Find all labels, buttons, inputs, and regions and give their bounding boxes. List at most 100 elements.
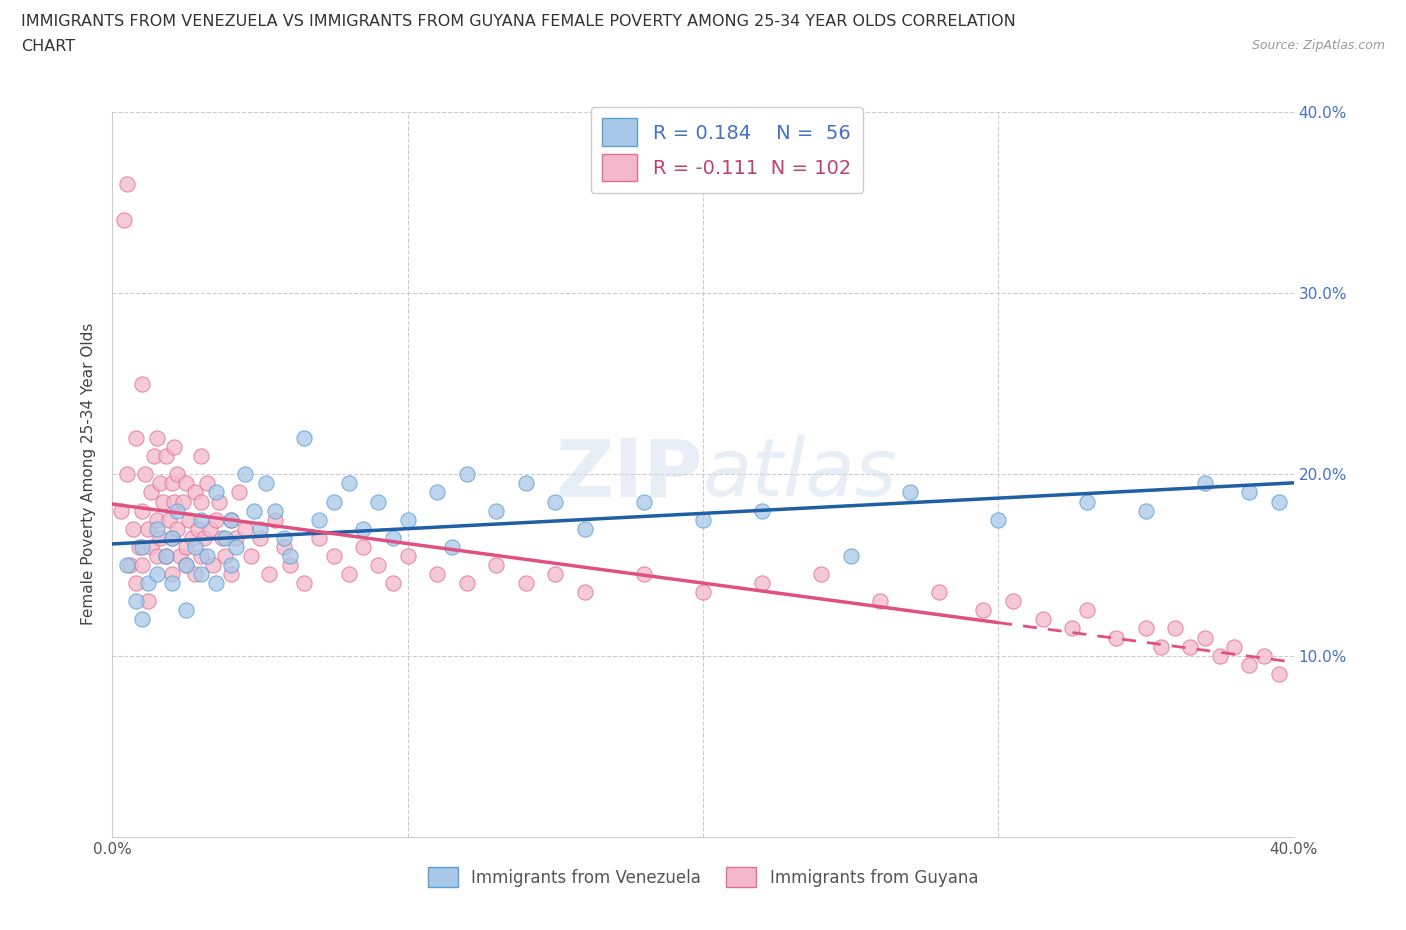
Point bbox=[131, 377, 153, 392]
Point bbox=[205, 576, 228, 591]
Point bbox=[382, 530, 405, 545]
Point bbox=[149, 530, 172, 545]
Point bbox=[131, 539, 153, 554]
Point bbox=[1253, 648, 1275, 663]
Point bbox=[219, 558, 242, 573]
Point bbox=[219, 512, 242, 527]
Point bbox=[160, 566, 183, 581]
Point bbox=[1223, 639, 1246, 654]
Point bbox=[139, 485, 162, 500]
Point bbox=[839, 549, 862, 564]
Point bbox=[257, 566, 280, 581]
Point bbox=[146, 512, 169, 527]
Point bbox=[152, 494, 174, 509]
Point bbox=[382, 576, 405, 591]
Point bbox=[1164, 621, 1187, 636]
Point bbox=[157, 512, 180, 527]
Point bbox=[190, 512, 212, 527]
Point bbox=[396, 512, 419, 527]
Point bbox=[146, 549, 169, 564]
Point bbox=[174, 558, 197, 573]
Point bbox=[426, 485, 449, 500]
Point bbox=[201, 558, 224, 573]
Point bbox=[515, 476, 537, 491]
Point bbox=[172, 494, 194, 509]
Point bbox=[228, 485, 250, 500]
Point bbox=[190, 549, 212, 564]
Point bbox=[184, 539, 207, 554]
Text: Source: ZipAtlas.com: Source: ZipAtlas.com bbox=[1251, 39, 1385, 52]
Point bbox=[198, 521, 221, 536]
Point bbox=[898, 485, 921, 500]
Point bbox=[367, 494, 389, 509]
Point bbox=[456, 467, 478, 482]
Point bbox=[205, 485, 228, 500]
Point bbox=[254, 476, 277, 491]
Point bbox=[1239, 485, 1261, 500]
Point bbox=[214, 530, 236, 545]
Point bbox=[195, 549, 218, 564]
Point bbox=[128, 539, 150, 554]
Point bbox=[187, 521, 209, 536]
Text: CHART: CHART bbox=[21, 39, 75, 54]
Point bbox=[544, 566, 567, 581]
Point bbox=[308, 512, 330, 527]
Point bbox=[1135, 621, 1157, 636]
Point bbox=[352, 539, 374, 554]
Point bbox=[139, 539, 162, 554]
Point bbox=[219, 512, 242, 527]
Point bbox=[110, 503, 132, 518]
Point bbox=[264, 512, 287, 527]
Point bbox=[928, 585, 950, 600]
Point bbox=[367, 558, 389, 573]
Point bbox=[211, 530, 233, 545]
Point bbox=[160, 476, 183, 491]
Point bbox=[174, 558, 197, 573]
Point bbox=[160, 530, 183, 545]
Point bbox=[240, 549, 263, 564]
Text: atlas: atlas bbox=[703, 435, 898, 513]
Point bbox=[166, 467, 188, 482]
Point bbox=[184, 485, 207, 500]
Point bbox=[136, 576, 159, 591]
Point bbox=[1076, 603, 1098, 618]
Point bbox=[149, 476, 172, 491]
Point bbox=[174, 539, 197, 554]
Point bbox=[233, 521, 256, 536]
Point bbox=[485, 558, 508, 573]
Text: ZIP: ZIP bbox=[555, 435, 703, 513]
Point bbox=[352, 521, 374, 536]
Point bbox=[125, 431, 148, 445]
Point bbox=[692, 585, 714, 600]
Point bbox=[190, 449, 212, 464]
Point bbox=[278, 558, 301, 573]
Point bbox=[1105, 631, 1128, 645]
Point bbox=[181, 530, 204, 545]
Point bbox=[278, 549, 301, 564]
Point bbox=[146, 566, 169, 581]
Point bbox=[219, 566, 242, 581]
Point bbox=[273, 539, 295, 554]
Point bbox=[987, 512, 1010, 527]
Point bbox=[146, 431, 169, 445]
Point bbox=[131, 503, 153, 518]
Point bbox=[485, 503, 508, 518]
Point bbox=[273, 530, 295, 545]
Point bbox=[1208, 648, 1232, 663]
Point bbox=[233, 467, 256, 482]
Point bbox=[456, 576, 478, 591]
Point bbox=[225, 539, 247, 554]
Point bbox=[249, 530, 271, 545]
Point bbox=[174, 603, 197, 618]
Point bbox=[112, 213, 135, 228]
Point bbox=[136, 521, 159, 536]
Point bbox=[973, 603, 995, 618]
Point bbox=[1032, 612, 1054, 627]
Point bbox=[117, 467, 138, 482]
Point bbox=[142, 449, 165, 464]
Point bbox=[117, 558, 138, 573]
Point bbox=[574, 521, 596, 536]
Point bbox=[323, 549, 346, 564]
Text: IMMIGRANTS FROM VENEZUELA VS IMMIGRANTS FROM GUYANA FEMALE POVERTY AMONG 25-34 Y: IMMIGRANTS FROM VENEZUELA VS IMMIGRANTS … bbox=[21, 14, 1017, 29]
Point bbox=[396, 549, 419, 564]
